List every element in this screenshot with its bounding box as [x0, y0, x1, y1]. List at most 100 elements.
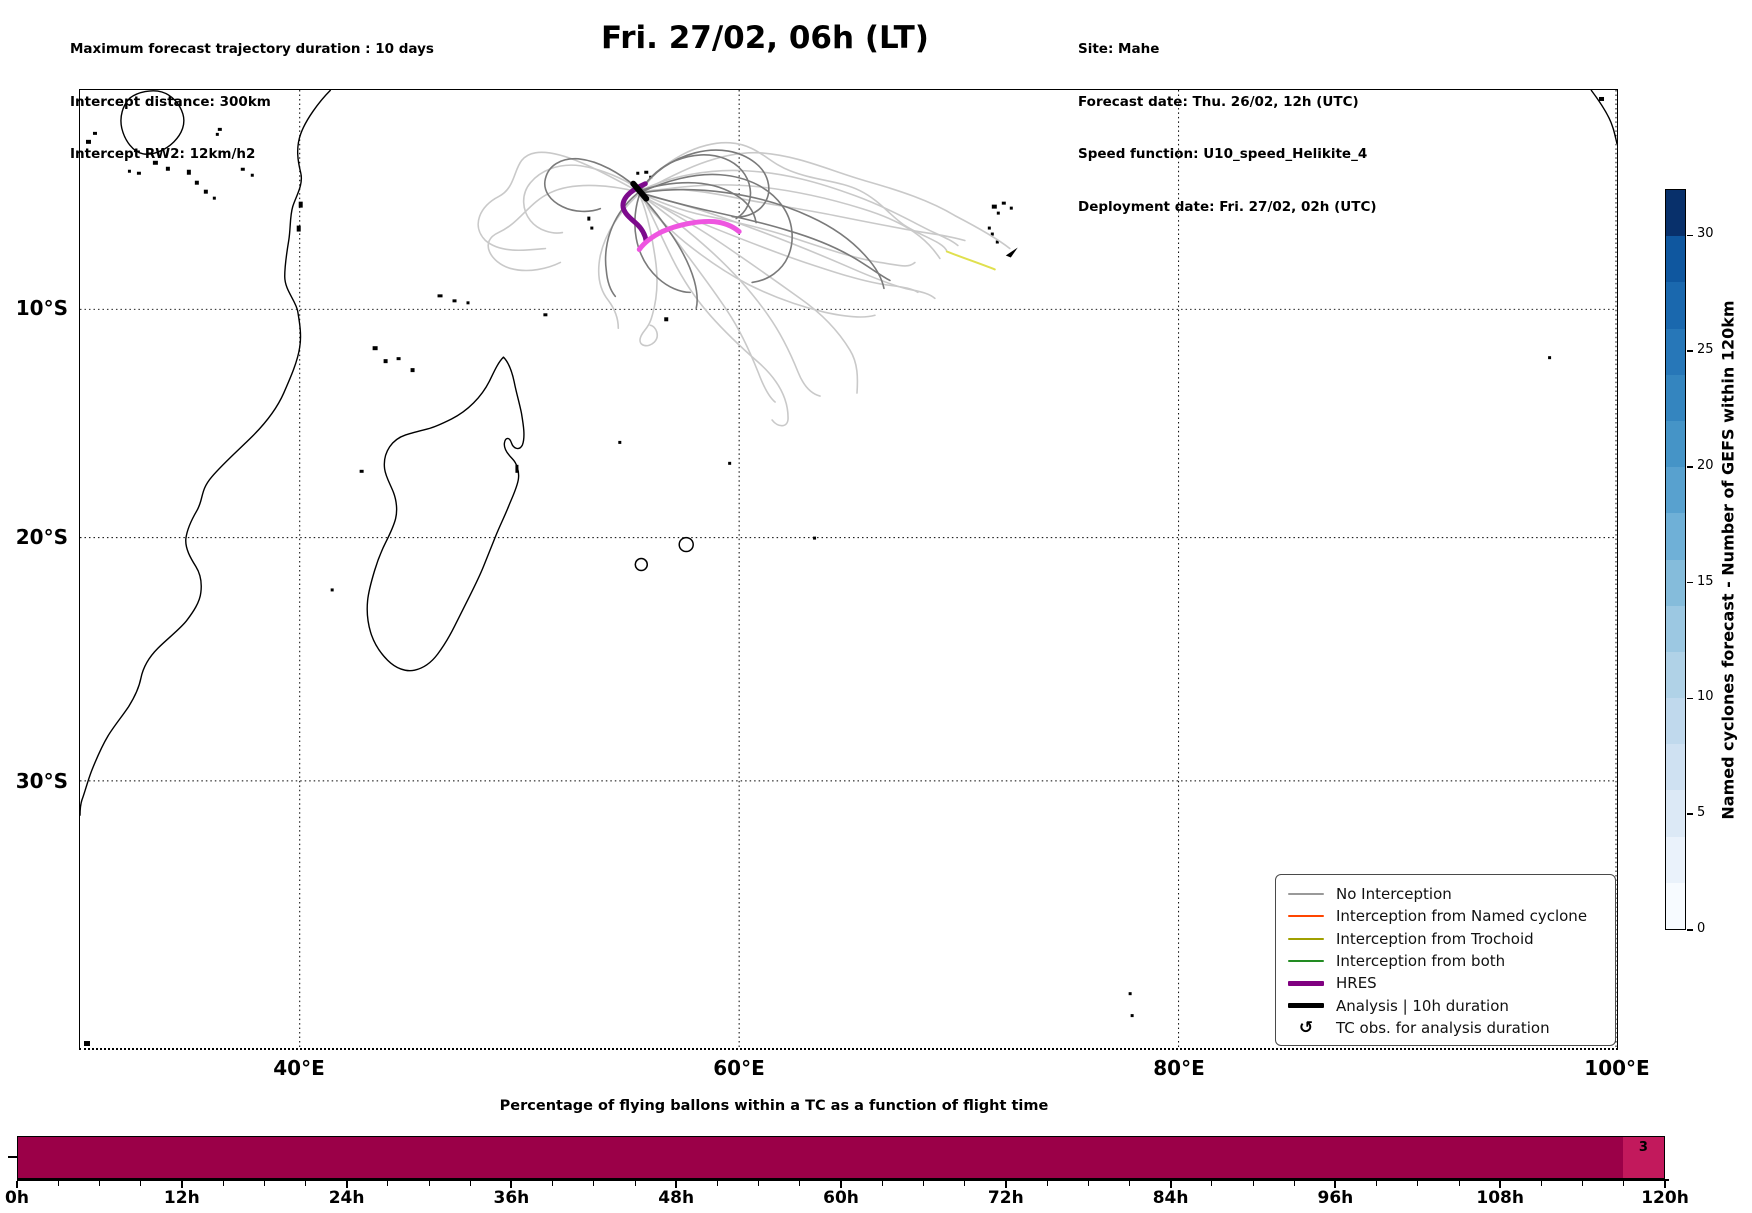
- strip-minor-tick: [1376, 1181, 1378, 1186]
- island-speck: [212, 196, 216, 200]
- strip-minor-tick: [799, 1181, 801, 1186]
- lat-tick-label: 10°S: [15, 296, 68, 320]
- tc-obs-icon: ↺: [1288, 1017, 1324, 1038]
- colorbar-tick-label: 10: [1697, 689, 1714, 705]
- island-speck: [83, 1041, 90, 1047]
- forecast-parameters-text: Maximum forecast trajectory duration : 1…: [70, 6, 434, 199]
- forecast-map: [79, 89, 1618, 1050]
- legend-item: Interception from Named cyclone: [1288, 905, 1605, 927]
- island-speck: [372, 346, 378, 351]
- island-speck: [330, 588, 334, 592]
- island-speck: [215, 132, 219, 136]
- trajectory-traj-dark: [639, 193, 699, 310]
- island-speck: [466, 301, 470, 305]
- figure-title: Fri. 27/02, 06h (LT): [601, 20, 929, 56]
- legend-line-sample: [1288, 980, 1324, 986]
- legend-line-swatch: [1288, 959, 1324, 962]
- legend-item-label: Interception from Named cyclone: [1336, 907, 1588, 926]
- strip-major-tick: [1334, 1181, 1337, 1188]
- legend-item: HRES: [1288, 972, 1605, 994]
- island-speck: [813, 536, 817, 540]
- colorbar-tick-mark: [1687, 466, 1693, 468]
- strip-tick-label: 60h: [823, 1188, 859, 1208]
- rotate-ccw-icon: ↺: [1298, 1017, 1314, 1038]
- strip-major-tick: [1004, 1181, 1007, 1188]
- strip-minor-tick: [716, 1181, 719, 1186]
- strip-minor-tick: [1046, 1181, 1048, 1186]
- strip-tick-label: 48h: [658, 1188, 695, 1208]
- colorbar-tick-label: 0: [1697, 921, 1706, 936]
- island-speck: [987, 226, 991, 230]
- legend-item-label: Analysis | 10h duration: [1336, 996, 1509, 1015]
- colorbar-tick-label: 30: [1697, 226, 1714, 242]
- strip-major-tick: [675, 1181, 678, 1188]
- strip-minor-tick: [1417, 1181, 1419, 1186]
- trajectory-traj-dark: [543, 157, 642, 213]
- strip-minor-tick: [98, 1181, 101, 1186]
- strip-major-tick: [16, 1181, 18, 1188]
- island-speck: [296, 225, 301, 232]
- colorbar-tick-mark: [1687, 234, 1693, 237]
- island-speck: [203, 189, 208, 194]
- strip-minor-tick: [428, 1181, 430, 1186]
- legend-item: No Interception: [1288, 883, 1605, 905]
- trajectory-traj-light: [639, 169, 959, 247]
- tc-percentage-strip: 3: [17, 1136, 1665, 1179]
- colorbar-step: [1666, 559, 1685, 606]
- trajectory-traj-dark: [639, 173, 793, 284]
- legend-line-sample: [1288, 1003, 1324, 1009]
- legend-item: Interception from both: [1288, 950, 1605, 972]
- strip-tick-label: 96h: [1317, 1188, 1354, 1208]
- legend-line-sample: [1288, 893, 1324, 895]
- island-speck: [437, 294, 443, 298]
- legend-line-sample: [1288, 959, 1324, 962]
- trajectory-traj-light: [522, 164, 642, 234]
- coastline: [1590, 90, 1617, 144]
- trajectory-traj-dark: [639, 154, 752, 220]
- intercept-rw2-line: Intercept RW2: 12km/h2: [70, 146, 256, 162]
- trajectory-traj-light: [639, 195, 658, 347]
- legend-item-label: HRES: [1336, 974, 1377, 993]
- strip-tick-label: 12h: [163, 1188, 200, 1208]
- colorbar-step: [1666, 374, 1685, 421]
- colorbar-tick-mark: [1687, 929, 1693, 931]
- strip-tick-label: 84h: [1152, 1188, 1189, 1208]
- trajectory-traj-dark: [634, 191, 692, 294]
- lon-tick-label: 100°E: [1584, 1056, 1650, 1080]
- trajectory-traj-light: [641, 193, 936, 300]
- map-svg: [80, 90, 1617, 1048]
- strip-minor-tick: [1458, 1181, 1460, 1186]
- island-speck: [298, 201, 303, 208]
- legend-line-swatch: [1288, 937, 1324, 940]
- trajectory-analysis: [630, 180, 650, 202]
- trajectory-traj-dark: [639, 191, 891, 282]
- colorbar-step: [1666, 190, 1685, 237]
- tc-arrow-marker: [1005, 247, 1018, 258]
- island-speck: [995, 240, 999, 244]
- strip-major-tick: [1664, 1181, 1666, 1188]
- island-speck: [194, 180, 199, 185]
- strip-tick-label: 108h: [1476, 1188, 1524, 1208]
- strip-major-tick: [180, 1181, 183, 1188]
- trajectory-traj-light: [639, 188, 966, 242]
- strip-segment: 3: [1622, 1137, 1664, 1178]
- colorbar-tick-label: 20: [1697, 457, 1714, 473]
- strip-major-tick: [1169, 1181, 1172, 1188]
- trajectory-traj-dark: [641, 188, 885, 290]
- site-line: Site: Mahe: [1078, 41, 1160, 57]
- strip-minor-tick: [469, 1181, 471, 1186]
- colorbar-step: [1666, 605, 1685, 652]
- lon-tick-label: 40°E: [273, 1056, 325, 1080]
- max-duration-line: Maximum forecast trajectory duration : 1…: [70, 41, 434, 57]
- lon-tick-label: 80°E: [1153, 1056, 1205, 1080]
- strip-major-tick: [840, 1181, 842, 1188]
- island-speck: [991, 204, 997, 209]
- legend-item-label: TC obs. for analysis duration: [1336, 1018, 1550, 1037]
- strip-minor-tick: [222, 1181, 224, 1186]
- strip-tick-label: 120h: [1641, 1188, 1689, 1208]
- colorbar: [1665, 189, 1686, 930]
- strip-tick-label: 24h: [328, 1188, 365, 1208]
- strip-major-tick: [510, 1181, 513, 1188]
- island-speck: [152, 160, 158, 165]
